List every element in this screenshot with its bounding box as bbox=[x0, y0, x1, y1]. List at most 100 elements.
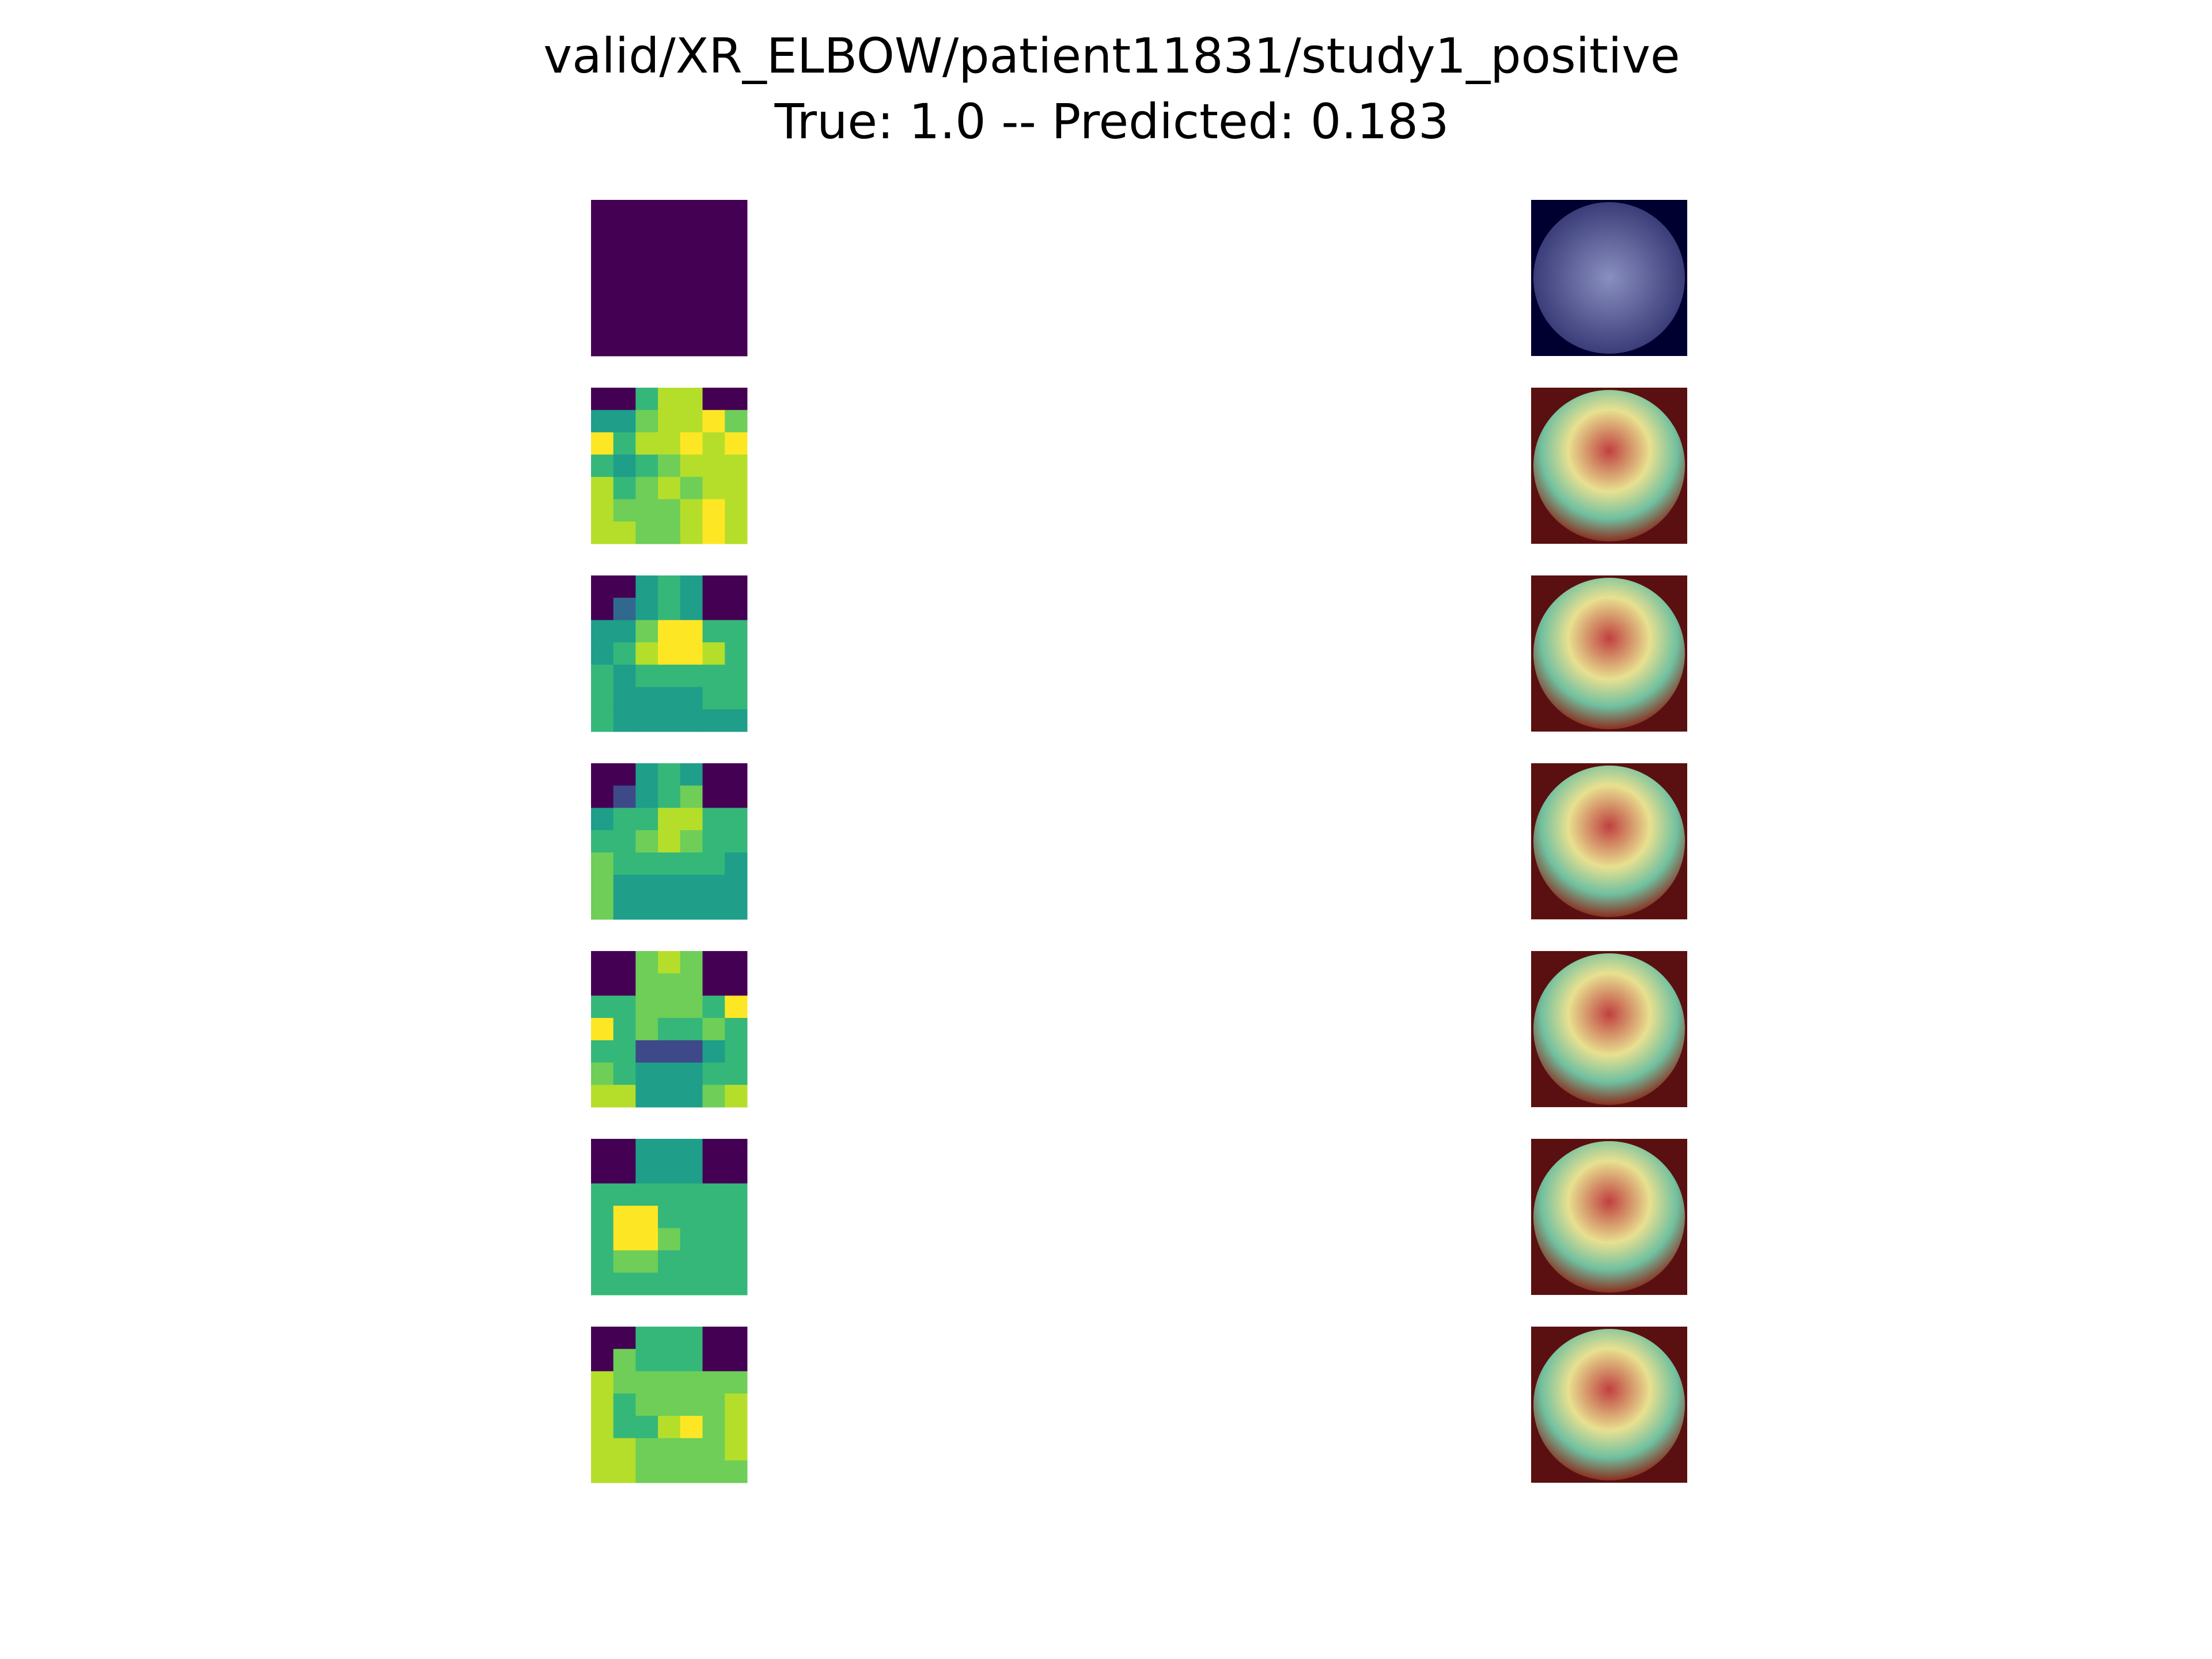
heatmap-cell bbox=[702, 1371, 725, 1394]
heatmap-cell bbox=[591, 388, 614, 411]
heatmap-cell bbox=[658, 334, 681, 357]
heatmap-cell bbox=[658, 808, 681, 831]
heatmap-cell bbox=[591, 311, 614, 334]
heatmap-cell bbox=[613, 1393, 636, 1416]
heatmap-cell bbox=[635, 620, 658, 643]
heatmap-cell bbox=[591, 1349, 614, 1372]
heatmap-cell bbox=[680, 1018, 703, 1041]
heatmap-cell bbox=[702, 1062, 725, 1085]
heatmap-cell bbox=[680, 1161, 703, 1184]
heatmap-cell bbox=[680, 1438, 703, 1461]
heatmap-cell bbox=[658, 454, 681, 478]
heatmap-cell bbox=[725, 642, 748, 665]
heatmap-cell bbox=[591, 1062, 614, 1085]
heatmap-cell bbox=[702, 1327, 725, 1350]
heatmap-cell bbox=[635, 1062, 658, 1085]
heatmap-cell bbox=[702, 664, 725, 688]
heatmap-cell bbox=[613, 1161, 636, 1184]
heatmap-cell bbox=[725, 388, 748, 411]
heatmap-cell bbox=[702, 289, 725, 312]
heatmap-cell bbox=[635, 388, 658, 411]
heatmap-cell bbox=[702, 1085, 725, 1108]
heatmap-cell bbox=[658, 521, 681, 544]
heatmap-cell bbox=[702, 973, 725, 996]
heatmap-cell bbox=[702, 267, 725, 290]
heatmap-cell bbox=[658, 1018, 681, 1041]
heatmap-cell bbox=[591, 620, 614, 643]
heatmap-cell bbox=[725, 897, 748, 920]
heatmap-cell bbox=[591, 432, 614, 455]
heatmap-cell bbox=[635, 289, 658, 312]
heatmap-cell bbox=[725, 267, 748, 290]
heatmap-cell bbox=[702, 830, 725, 853]
heatmap-cell bbox=[613, 267, 636, 290]
heatmap-cell bbox=[725, 1327, 748, 1350]
heatmap-cell bbox=[680, 785, 703, 808]
heatmap-cell bbox=[635, 1415, 658, 1439]
heatmap-cell bbox=[725, 1250, 748, 1273]
heatmap-cell bbox=[725, 476, 748, 500]
heatmap-cell bbox=[725, 521, 748, 544]
heatmap-cell bbox=[725, 499, 748, 522]
heatmap-cell bbox=[680, 642, 703, 665]
figure-subtitle: True: 1.0 -- Predicted: 0.183 bbox=[774, 93, 1449, 150]
heatmap-cell bbox=[702, 575, 725, 599]
heatmap-cell bbox=[635, 874, 658, 897]
heatmap-cell bbox=[658, 1206, 681, 1229]
heatmap-cell bbox=[702, 200, 725, 223]
heatmap-cell bbox=[591, 1206, 614, 1229]
heatmap-cell bbox=[680, 388, 703, 411]
heatmap-cell bbox=[635, 1460, 658, 1483]
heatmap-cell bbox=[635, 1250, 658, 1273]
heatmap-cell bbox=[635, 575, 658, 599]
heatmap-cell bbox=[591, 995, 614, 1018]
heatmap-cell bbox=[658, 642, 681, 665]
heatmap-cell bbox=[591, 1460, 614, 1483]
heatmap-cell bbox=[635, 334, 658, 357]
heatmap-cell bbox=[680, 244, 703, 267]
heatmap-cell bbox=[658, 1161, 681, 1184]
heatmap-cell bbox=[702, 521, 725, 544]
overlay-image bbox=[1533, 390, 1685, 541]
heatmap-cell bbox=[680, 1062, 703, 1085]
heatmap-cell bbox=[613, 897, 636, 920]
heatmap-cell bbox=[613, 995, 636, 1018]
heatmap-cell bbox=[680, 1371, 703, 1394]
heatmap-cell bbox=[635, 1085, 658, 1108]
heatmap-cell bbox=[613, 973, 636, 996]
heatmap-cell bbox=[635, 1327, 658, 1350]
heatmap-cell bbox=[613, 951, 636, 974]
panels bbox=[591, 200, 1687, 1483]
heatmap-cell bbox=[725, 289, 748, 312]
heatmap-cell bbox=[635, 1018, 658, 1041]
heatmap-cell bbox=[613, 1327, 636, 1350]
heatmap-cell bbox=[613, 597, 636, 620]
heatmap-cell bbox=[680, 499, 703, 522]
heatmap-cell bbox=[702, 763, 725, 786]
heatmap-cell bbox=[680, 1139, 703, 1162]
heatmap-cell bbox=[635, 244, 658, 267]
heatmap-cell bbox=[658, 267, 681, 290]
heatmap-cell bbox=[725, 874, 748, 897]
heatmap-cell bbox=[702, 1139, 725, 1162]
heatmap-cell bbox=[591, 1438, 614, 1461]
heatmap-cell bbox=[725, 951, 748, 974]
heatmap-cell bbox=[725, 687, 748, 710]
heatmap-cell bbox=[635, 1139, 658, 1162]
heatmap-cell bbox=[725, 432, 748, 455]
heatmap-cell bbox=[702, 1228, 725, 1251]
heatmap-cell bbox=[702, 334, 725, 357]
heatmap-cell bbox=[658, 410, 681, 433]
heatmap-cell bbox=[725, 1460, 748, 1483]
heatmap-cell bbox=[613, 311, 636, 334]
heatmap-cell bbox=[613, 1349, 636, 1372]
heatmap-cell bbox=[658, 575, 681, 599]
heatmap-cell bbox=[613, 808, 636, 831]
heatmap-cell bbox=[658, 687, 681, 710]
heatmap-cell bbox=[635, 267, 658, 290]
heatmap-cell bbox=[635, 995, 658, 1018]
heatmap-cell bbox=[658, 1460, 681, 1483]
heatmap-cell bbox=[613, 334, 636, 357]
heatmap-cell bbox=[702, 785, 725, 808]
heatmap-cell bbox=[635, 1393, 658, 1416]
